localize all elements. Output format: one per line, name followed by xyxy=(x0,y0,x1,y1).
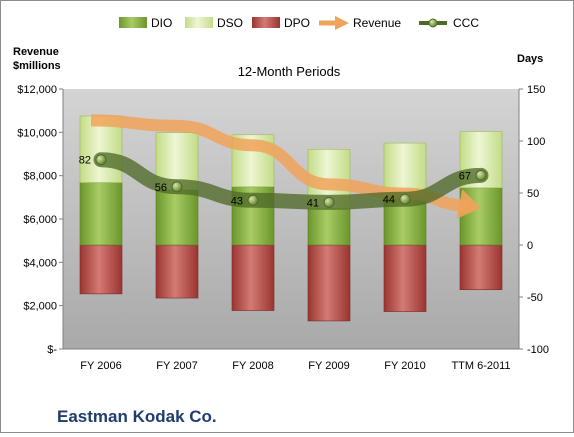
dpo-bar xyxy=(231,244,275,311)
ccc-point xyxy=(171,181,183,193)
ccc-data-label: 41 xyxy=(307,197,319,209)
right-tick-label: 100 xyxy=(527,136,545,148)
plot-area xyxy=(63,89,519,349)
right-tick-label: 50 xyxy=(527,188,539,200)
left-tick-label: $2,000 xyxy=(23,301,57,313)
dpo-bar xyxy=(459,244,503,291)
legend-label-revenue: Revenue xyxy=(353,16,401,30)
ccc-point xyxy=(323,196,335,208)
revenue-arrow-head xyxy=(456,189,481,219)
ccc-series: 82 56 43 41 44 67 xyxy=(79,152,489,210)
legend-swatch-dso xyxy=(185,17,213,28)
ccc-data-label: 43 xyxy=(231,195,243,207)
right-tick-labels: 150 100 50 0 -50 -100 xyxy=(519,84,549,356)
dio-bar xyxy=(79,182,123,246)
legend-label-dio: DIO xyxy=(151,16,172,30)
category-labels: FY 2006 FY 2007 FY 2008 FY 2009 FY 2010 TTM 6… xyxy=(80,360,510,372)
category-label: FY 2008 xyxy=(232,360,273,372)
legend-label-dso: DSO xyxy=(217,16,243,30)
ccc-data-label: 82 xyxy=(79,155,91,167)
ccc-point xyxy=(95,154,107,166)
left-tick-label: $- xyxy=(47,344,57,356)
dio-bar xyxy=(307,208,351,246)
ccc-data-label: 56 xyxy=(155,182,167,194)
right-tick-label: 0 xyxy=(527,240,533,252)
right-tick-label: -50 xyxy=(527,292,543,304)
chart-title: 12-Month Periods xyxy=(238,64,341,79)
right-axis-title: Days xyxy=(517,53,543,65)
legend-swatch-dio xyxy=(119,17,147,28)
left-tick-label: $10,000 xyxy=(17,127,57,139)
category-label: FY 2006 xyxy=(80,360,121,372)
legend-label-ccc: CCC xyxy=(453,16,479,30)
left-axis-title-line2: $millions xyxy=(13,60,61,72)
dpo-bar xyxy=(307,244,351,322)
legend-swatch-ccc xyxy=(419,18,447,28)
legend-swatch-dpo xyxy=(252,17,280,28)
ccc-point xyxy=(475,169,487,181)
dio-bar xyxy=(155,189,199,246)
left-tick-labels: $12,000 $10,000 $8,000 $6,000 $4,000 $2,000 $- xyxy=(17,84,63,356)
dpo-bar xyxy=(79,244,123,295)
right-tick-label: -100 xyxy=(527,344,549,356)
left-tick-label: $8,000 xyxy=(23,171,57,183)
ccc-data-label: 67 xyxy=(459,170,471,182)
left-tick-label: $4,000 xyxy=(23,257,57,269)
legend-label-dpo: DPO xyxy=(284,16,310,30)
category-label: FY 2009 xyxy=(308,360,349,372)
ccc-line xyxy=(93,152,489,210)
ccc-point xyxy=(247,194,259,206)
legend: DIO DSO DPO Revenue CCC xyxy=(119,16,479,30)
category-label: FY 2007 xyxy=(156,360,197,372)
category-label: FY 2010 xyxy=(384,360,425,372)
ccc-data-label: 44 xyxy=(383,194,395,206)
dpo-bar xyxy=(155,244,199,299)
company-name: Eastman Kodak Co. xyxy=(57,407,217,426)
right-tick-label: 150 xyxy=(527,84,545,96)
category-label: TTM 6-2011 xyxy=(451,360,510,372)
ccc-point xyxy=(399,193,411,205)
left-axis-title-line1: Revenue xyxy=(13,46,59,58)
dpo-bar xyxy=(383,244,427,312)
left-tick-label: $12,000 xyxy=(17,84,57,96)
left-tick-label: $6,000 xyxy=(23,214,57,226)
legend-swatch-revenue xyxy=(319,16,349,30)
